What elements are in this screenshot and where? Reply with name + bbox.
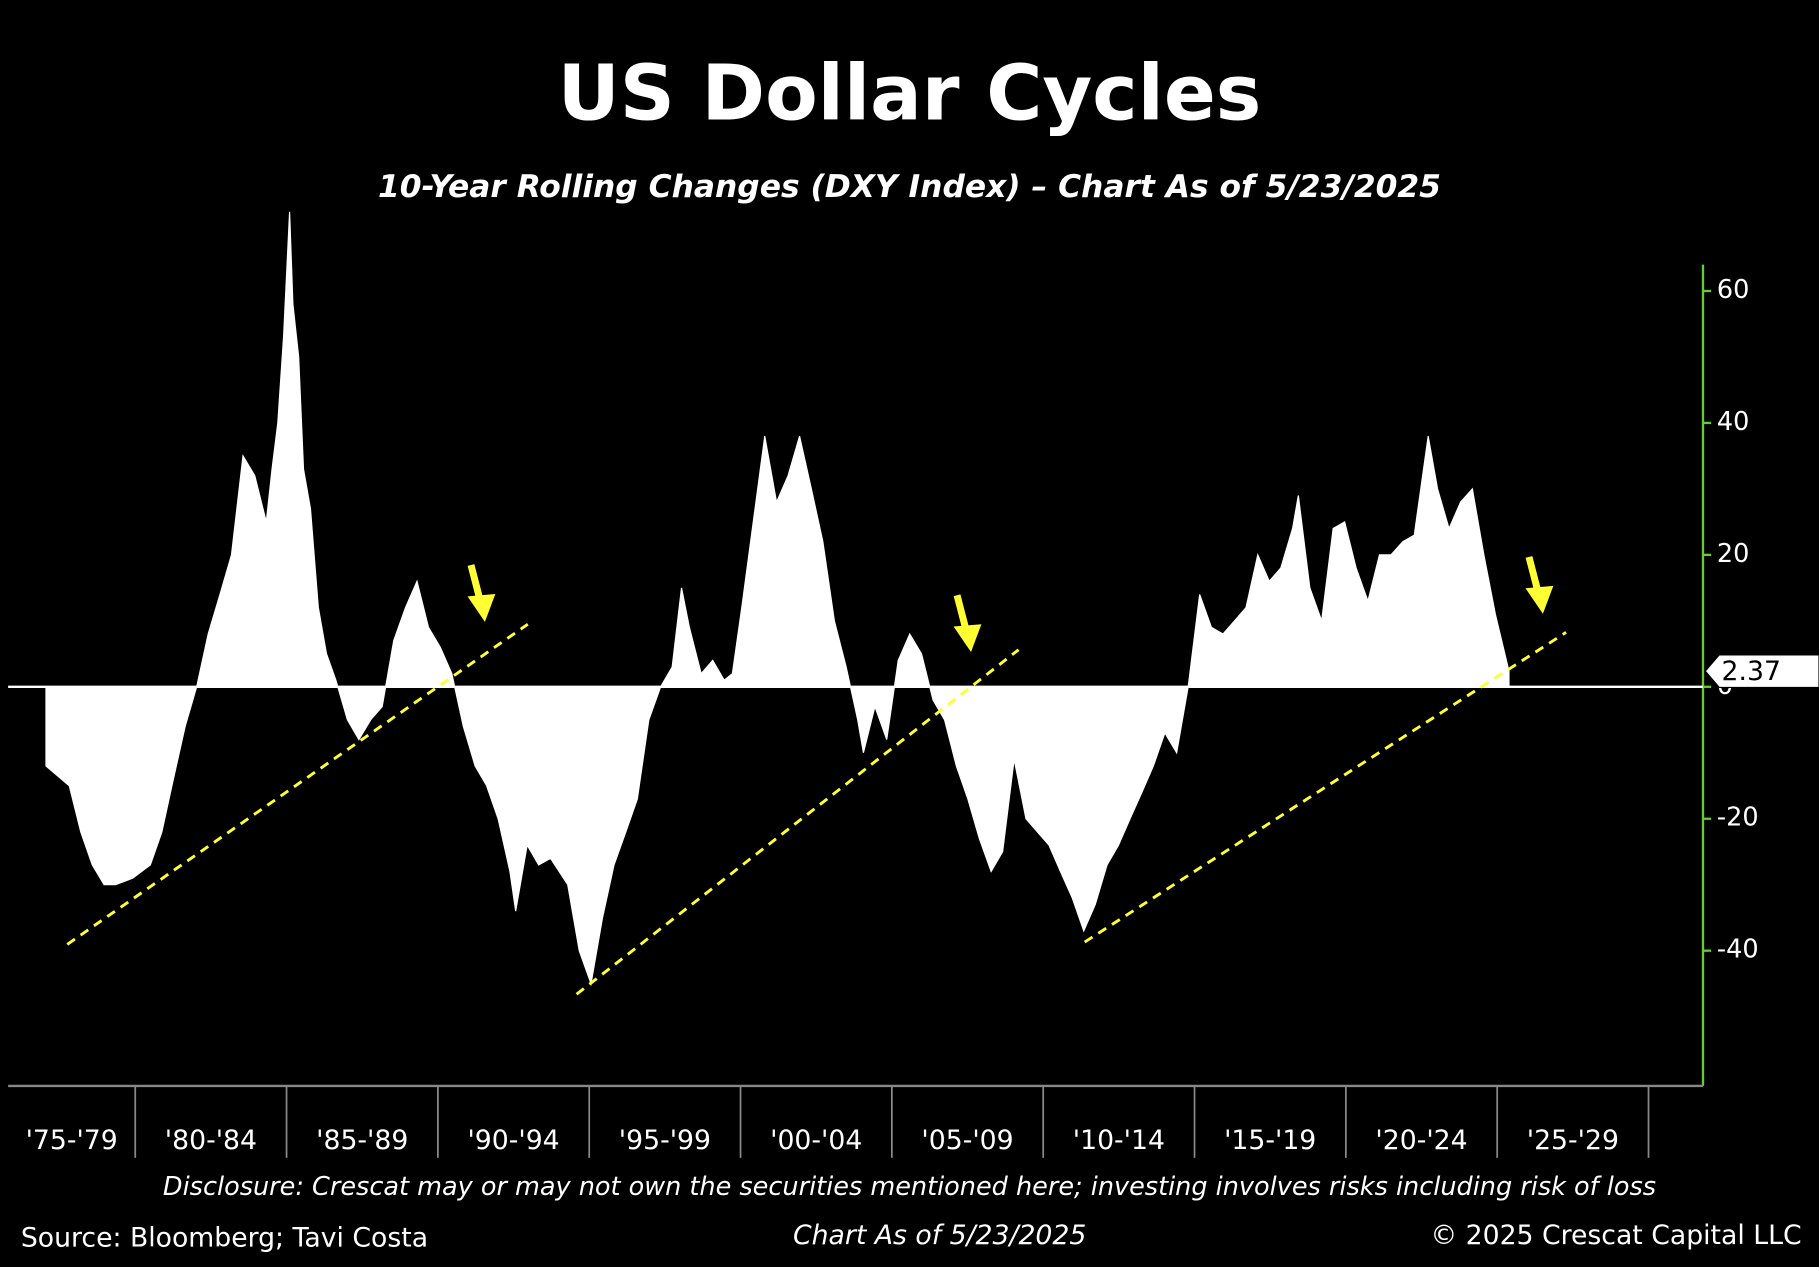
arrow bbox=[953, 594, 982, 653]
copyright: © 2025 Crescat Capital LLC bbox=[1430, 1220, 1801, 1251]
x-tick-label: '00-'04 bbox=[770, 1125, 862, 1156]
y-tick-label: -20 bbox=[1717, 803, 1759, 833]
y-tick-label: 60 bbox=[1717, 275, 1749, 305]
x-tick-label: '90-'94 bbox=[467, 1125, 559, 1156]
x-tick-label: '80-'84 bbox=[165, 1125, 257, 1156]
trend-line bbox=[575, 648, 1020, 996]
x-tick-label: '20-'24 bbox=[1375, 1125, 1467, 1156]
source: Source: Bloomberg; Tavi Costa bbox=[21, 1223, 428, 1254]
x-tick-label: '95-'99 bbox=[619, 1125, 711, 1156]
annotations bbox=[66, 556, 1567, 996]
trend-line bbox=[1083, 631, 1567, 944]
chart-title: US Dollar Cycles bbox=[558, 50, 1262, 139]
x-tick-label: '05-'09 bbox=[921, 1125, 1013, 1156]
x-tick-label: '10-'14 bbox=[1073, 1125, 1165, 1156]
arrow bbox=[467, 564, 496, 622]
x-tick-label: '15-'19 bbox=[1224, 1125, 1316, 1156]
y-tick-label: 40 bbox=[1717, 407, 1749, 437]
date-note: Chart As of 5/23/2025 bbox=[793, 1220, 1086, 1251]
y-tick-label: -40 bbox=[1717, 935, 1759, 965]
last-value-tag bbox=[1704, 654, 1819, 688]
arrow bbox=[1525, 556, 1554, 614]
trend-line bbox=[66, 623, 529, 946]
chart-subtitle: 10-Year Rolling Changes (DXY Index) – Ch… bbox=[378, 169, 1441, 205]
area bbox=[45, 211, 1510, 986]
plot-area: 6040200-20-40'75-'79'80-'84'85-'89'90-'9… bbox=[8, 211, 1819, 1158]
y-tick-label: 20 bbox=[1717, 539, 1749, 569]
x-tick-label: '85-'89 bbox=[316, 1125, 408, 1156]
x-tick-label: '75-'79 bbox=[26, 1125, 118, 1156]
last-value-label: 2.37 bbox=[1722, 656, 1781, 687]
disclosure: Disclosure: Crescat may or may not own t… bbox=[163, 1172, 1656, 1202]
x-tick-label: '25-'29 bbox=[1527, 1125, 1619, 1156]
